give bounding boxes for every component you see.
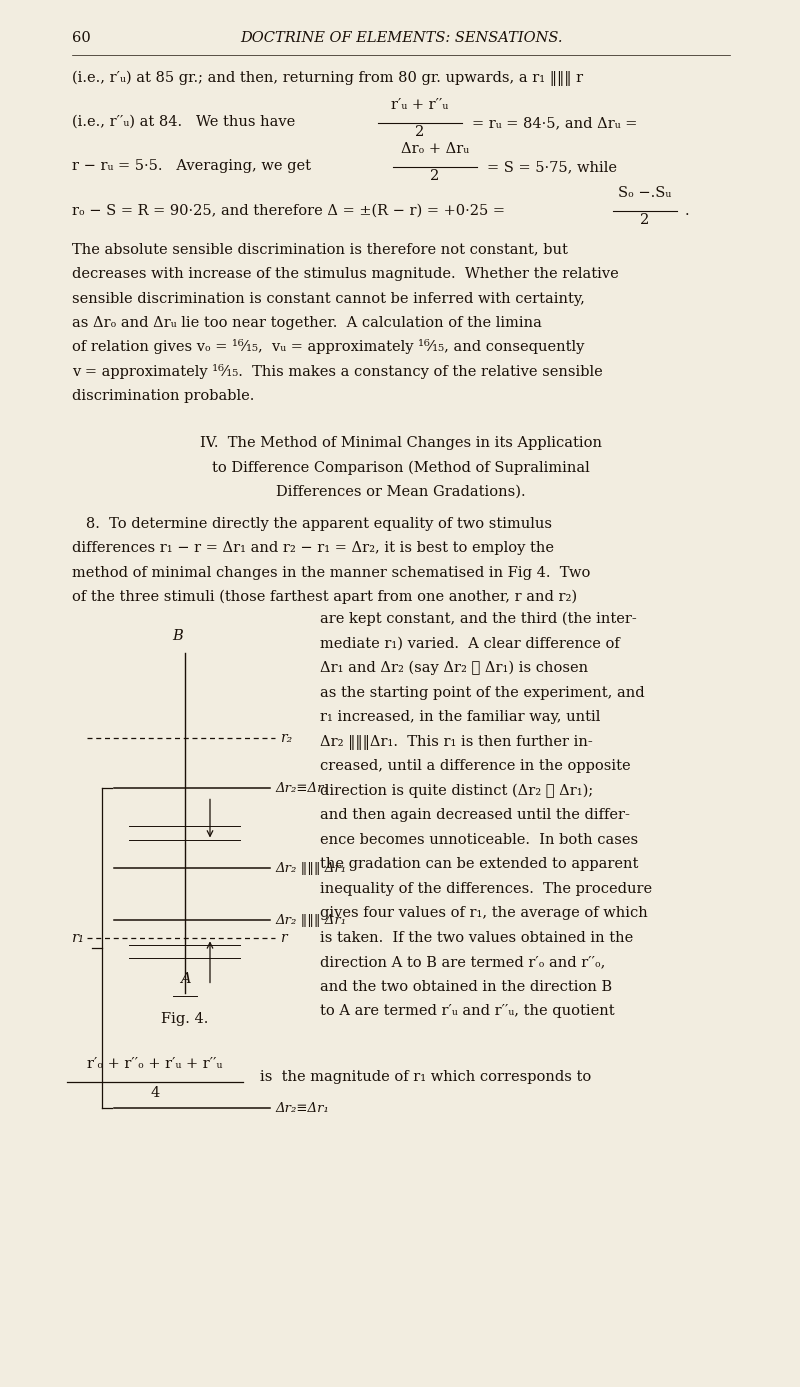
Text: A: A [180,972,190,986]
Text: direction is quite distinct (Δr₂ ≦ Δr₁);: direction is quite distinct (Δr₂ ≦ Δr₁); [320,784,594,798]
Text: 2: 2 [430,169,440,183]
Text: r₁: r₁ [72,932,85,946]
Text: B: B [173,630,183,644]
Text: inequality of the differences.  The procedure: inequality of the differences. The proce… [320,882,652,896]
Text: IV.  The Method of Minimal Changes in its Application: IV. The Method of Minimal Changes in its… [200,436,602,449]
Text: Δrₒ + Δrᵤ: Δrₒ + Δrᵤ [401,143,469,157]
Text: Δr₁ and Δr₂ (say Δr₂ ≧ Δr₁) is chosen: Δr₁ and Δr₂ (say Δr₂ ≧ Δr₁) is chosen [320,662,588,675]
Text: r₁ increased, in the familiar way, until: r₁ increased, in the familiar way, until [320,710,600,724]
Text: sensible discrimination is constant cannot be inferred with certainty,: sensible discrimination is constant cann… [72,291,585,305]
Text: as the starting point of the experiment, and: as the starting point of the experiment,… [320,687,645,700]
Text: r: r [280,931,286,945]
Text: = rᵤ = 84·5, and Δrᵤ =: = rᵤ = 84·5, and Δrᵤ = [472,117,638,130]
Text: 4: 4 [150,1086,160,1100]
Text: = S = 5·75, while: = S = 5·75, while [487,161,617,175]
Text: The absolute sensible discrimination is therefore not constant, but: The absolute sensible discrimination is … [72,243,568,257]
Text: 2: 2 [640,214,650,227]
Text: Δr₂ ‖‖‖ Δr₁: Δr₂ ‖‖‖ Δr₁ [275,914,346,927]
Text: Fig. 4.: Fig. 4. [162,1011,209,1026]
Text: Differences or Mean Gradations).: Differences or Mean Gradations). [276,485,526,499]
Text: 8.  To determine directly the apparent equality of two stimulus: 8. To determine directly the apparent eq… [72,517,552,531]
Text: discrimination probable.: discrimination probable. [72,390,254,404]
Text: r′ₒ + r′′ₒ + r′ᵤ + r′′ᵤ: r′ₒ + r′′ₒ + r′ᵤ + r′′ᵤ [87,1057,222,1071]
Text: to A are termed r′ᵤ and r′′ᵤ, the quotient: to A are termed r′ᵤ and r′′ᵤ, the quotie… [320,1004,614,1018]
Text: method of minimal changes in the manner schematised in Fig 4.  Two: method of minimal changes in the manner … [72,566,590,580]
Text: v = approximately ¹⁶⁄₁₅.  This makes a constancy of the relative sensible: v = approximately ¹⁶⁄₁₅. This makes a co… [72,363,602,379]
Text: (i.e., r′ᵤ) at 85 gr.; and then, returning from 80 gr. upwards, a r₁ ‖‖‖ r: (i.e., r′ᵤ) at 85 gr.; and then, returni… [72,71,583,86]
Text: Δr₂≡Δr₁: Δr₂≡Δr₁ [275,1101,329,1115]
Text: r − rᵤ = 5·5.   Averaging, we get: r − rᵤ = 5·5. Averaging, we get [72,160,311,173]
Text: mediate r₁) varied.  A clear difference of: mediate r₁) varied. A clear difference o… [320,637,620,651]
Text: creased, until a difference in the opposite: creased, until a difference in the oppos… [320,760,630,774]
Text: is taken.  If the two values obtained in the: is taken. If the two values obtained in … [320,931,634,945]
Text: the gradation can be extended to apparent: the gradation can be extended to apparen… [320,857,638,871]
Text: is  the magnitude of r₁ which corresponds to: is the magnitude of r₁ which corresponds… [260,1069,591,1085]
Text: Δr₂ ‖‖‖Δr₁.  This r₁ is then further in-: Δr₂ ‖‖‖Δr₁. This r₁ is then further in- [320,735,593,750]
Text: Δr₂≡Δr₁: Δr₂≡Δr₁ [275,782,329,795]
Text: 2: 2 [415,125,425,139]
Text: 60: 60 [72,31,90,44]
Text: differences r₁ − r = Δr₁ and r₂ − r₁ = Δr₂, it is best to employ the: differences r₁ − r = Δr₁ and r₂ − r₁ = Δ… [72,541,554,555]
Text: r′ᵤ + r′′ᵤ: r′ᵤ + r′′ᵤ [391,98,449,112]
Text: Sₒ −.Sᵤ: Sₒ −.Sᵤ [618,186,672,200]
Text: rₒ − S = R = 90·25, and therefore Δ = ±(R − r) = +0·25 =: rₒ − S = R = 90·25, and therefore Δ = ±(… [72,204,505,218]
Text: and the two obtained in the direction B: and the two obtained in the direction B [320,981,612,994]
Text: ence becomes unnoticeable.  In both cases: ence becomes unnoticeable. In both cases [320,834,638,847]
Text: decreases with increase of the stimulus magnitude.  Whether the relative: decreases with increase of the stimulus … [72,268,618,282]
Text: are kept constant, and the third (the inter-: are kept constant, and the third (the in… [320,612,637,627]
Text: and then again decreased until the differ-: and then again decreased until the diffe… [320,809,630,822]
Text: r₂: r₂ [280,731,292,745]
Text: of the three stimuli (those farthest apart from one another, r and r₂): of the three stimuli (those farthest apa… [72,589,577,605]
Text: Δr₂ ‖‖‖ Δr₁: Δr₂ ‖‖‖ Δr₁ [275,861,346,875]
Text: .: . [685,204,690,218]
Text: direction A to B are termed r′ₒ and r′′ₒ,: direction A to B are termed r′ₒ and r′′ₒ… [320,956,606,970]
Text: to Difference Comparison (Method of Supraliminal: to Difference Comparison (Method of Supr… [212,460,590,474]
Text: DOCTRINE OF ELEMENTS: SENSATIONS.: DOCTRINE OF ELEMENTS: SENSATIONS. [240,31,562,44]
Text: gives four values of r₁, the average of which: gives four values of r₁, the average of … [320,907,648,921]
Text: (i.e., r′′ᵤ) at 84.   We thus have: (i.e., r′′ᵤ) at 84. We thus have [72,115,295,129]
Text: of relation gives vₒ = ¹⁶⁄₁₅,  vᵤ = approximately ¹⁶⁄₁₅, and consequently: of relation gives vₒ = ¹⁶⁄₁₅, vᵤ = appro… [72,340,584,355]
Text: as Δrₒ and Δrᵤ lie too near together.  A calculation of the limina: as Δrₒ and Δrᵤ lie too near together. A … [72,316,542,330]
